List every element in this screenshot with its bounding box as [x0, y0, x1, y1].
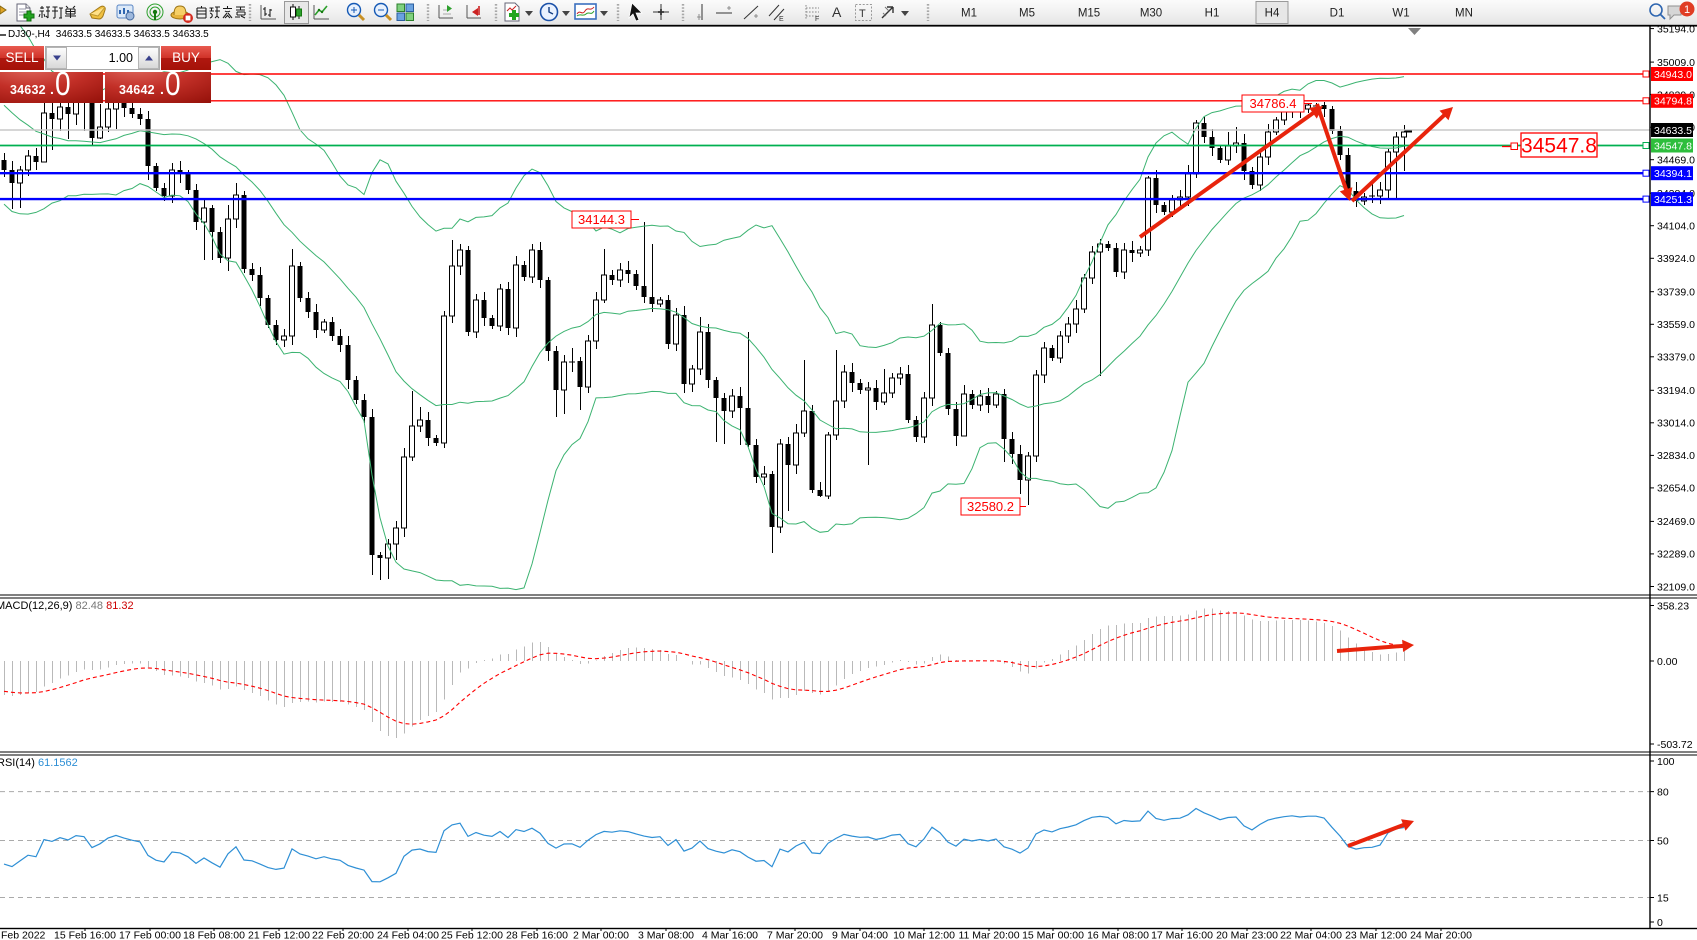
- svg-text:33924.0: 33924.0: [1657, 253, 1695, 265]
- svg-text:15 Feb 16:00: 15 Feb 16:00: [54, 930, 116, 940]
- svg-text:18 Feb 08:00: 18 Feb 08:00: [183, 930, 245, 940]
- svg-text:16 Mar 08:00: 16 Mar 08:00: [1087, 930, 1149, 940]
- svg-text:0: 0: [1657, 917, 1663, 929]
- svg-text:34633.5: 34633.5: [1654, 125, 1692, 137]
- svg-text:A: A: [832, 4, 842, 20]
- svg-text:80: 80: [1657, 786, 1669, 798]
- svg-text:33739.0: 33739.0: [1657, 287, 1695, 299]
- svg-text:35009.0: 35009.0: [1657, 57, 1695, 69]
- svg-text:RSI(14) 61.1562: RSI(14) 61.1562: [0, 757, 78, 769]
- svg-text:23 Mar 12:00: 23 Mar 12:00: [1345, 930, 1407, 940]
- svg-text:T: T: [859, 8, 866, 20]
- svg-text:1: 1: [1684, 4, 1690, 16]
- svg-text:3 Mar 08:00: 3 Mar 08:00: [638, 930, 694, 940]
- svg-text:MN: MN: [1455, 8, 1473, 20]
- svg-text:22 Feb 20:00: 22 Feb 20:00: [312, 930, 374, 940]
- svg-text:33194.0: 33194.0: [1657, 385, 1695, 397]
- svg-text:24 Mar 20:00: 24 Mar 20:00: [1410, 930, 1472, 940]
- svg-text:17 Feb 00:00: 17 Feb 00:00: [119, 930, 181, 940]
- svg-text:-503.72: -503.72: [1657, 739, 1693, 751]
- svg-text:32109.0: 32109.0: [1657, 581, 1695, 593]
- svg-text:MACD(12,26,9) 82.48 81.32: MACD(12,26,9) 82.48 81.32: [0, 600, 134, 612]
- svg-text:32654.0: 32654.0: [1657, 483, 1695, 495]
- svg-text:24 Feb 04:00: 24 Feb 04:00: [377, 930, 439, 940]
- svg-text:33559.0: 33559.0: [1657, 319, 1695, 331]
- svg-text:34786.4: 34786.4: [1250, 96, 1297, 111]
- svg-text:15: 15: [1657, 892, 1669, 904]
- svg-text:34943.0: 34943.0: [1654, 69, 1692, 81]
- svg-text:21 Feb 12:00: 21 Feb 12:00: [248, 930, 310, 940]
- svg-text:4 Mar 16:00: 4 Mar 16:00: [702, 930, 758, 940]
- svg-text:34469.0: 34469.0: [1657, 155, 1695, 167]
- svg-text:34547.8: 34547.8: [1521, 135, 1597, 158]
- svg-text:32469.0: 32469.0: [1657, 516, 1695, 528]
- svg-text:33379.0: 33379.0: [1657, 352, 1695, 364]
- svg-text:H1: H1: [1205, 8, 1220, 20]
- svg-text:28 Feb 16:00: 28 Feb 16:00: [506, 930, 568, 940]
- svg-text:100: 100: [1657, 756, 1675, 768]
- svg-text:32834.0: 32834.0: [1657, 450, 1695, 462]
- svg-text:17 Mar 16:00: 17 Mar 16:00: [1151, 930, 1213, 940]
- svg-text:M30: M30: [1140, 8, 1162, 20]
- svg-text:22 Mar 04:00: 22 Mar 04:00: [1280, 930, 1342, 940]
- svg-text:W1: W1: [1392, 8, 1409, 20]
- svg-text:32580.2: 32580.2: [967, 499, 1014, 514]
- svg-text:M1: M1: [961, 8, 977, 20]
- svg-text:34144.3: 34144.3: [578, 212, 625, 227]
- svg-text:H4: H4: [1265, 8, 1280, 20]
- svg-text:50: 50: [1657, 835, 1669, 847]
- svg-text:34547.8: 34547.8: [1654, 140, 1692, 152]
- svg-text:34394.1: 34394.1: [1654, 168, 1692, 180]
- svg-text:Feb 2022: Feb 2022: [1, 930, 46, 940]
- svg-text:E: E: [779, 16, 784, 23]
- svg-text:7 Mar 20:00: 7 Mar 20:00: [767, 930, 823, 940]
- svg-text:11 Mar 20:00: 11 Mar 20:00: [958, 930, 1019, 940]
- svg-text:M5: M5: [1019, 8, 1035, 20]
- svg-text:15 Mar 00:00: 15 Mar 00:00: [1022, 930, 1084, 940]
- svg-text:D1: D1: [1330, 8, 1345, 20]
- svg-text:25 Feb 12:00: 25 Feb 12:00: [441, 930, 503, 940]
- svg-text:32289.0: 32289.0: [1657, 549, 1695, 561]
- svg-text:9 Mar 04:00: 9 Mar 04:00: [832, 930, 888, 940]
- svg-text:34104.0: 34104.0: [1657, 221, 1695, 233]
- svg-text:2 Mar 00:00: 2 Mar 00:00: [573, 930, 629, 940]
- svg-text:0.00: 0.00: [1657, 656, 1678, 668]
- svg-text:34251.3: 34251.3: [1654, 194, 1692, 206]
- svg-text:358.23: 358.23: [1657, 600, 1689, 612]
- svg-text:F: F: [815, 16, 819, 23]
- svg-text:35194.0: 35194.0: [1657, 25, 1695, 35]
- svg-text:34794.8: 34794.8: [1654, 96, 1692, 108]
- svg-text:M15: M15: [1078, 8, 1100, 20]
- svg-text:33014.0: 33014.0: [1657, 418, 1695, 430]
- svg-text:20 Mar 23:00: 20 Mar 23:00: [1216, 930, 1278, 940]
- svg-text:10 Mar 12:00: 10 Mar 12:00: [893, 930, 955, 940]
